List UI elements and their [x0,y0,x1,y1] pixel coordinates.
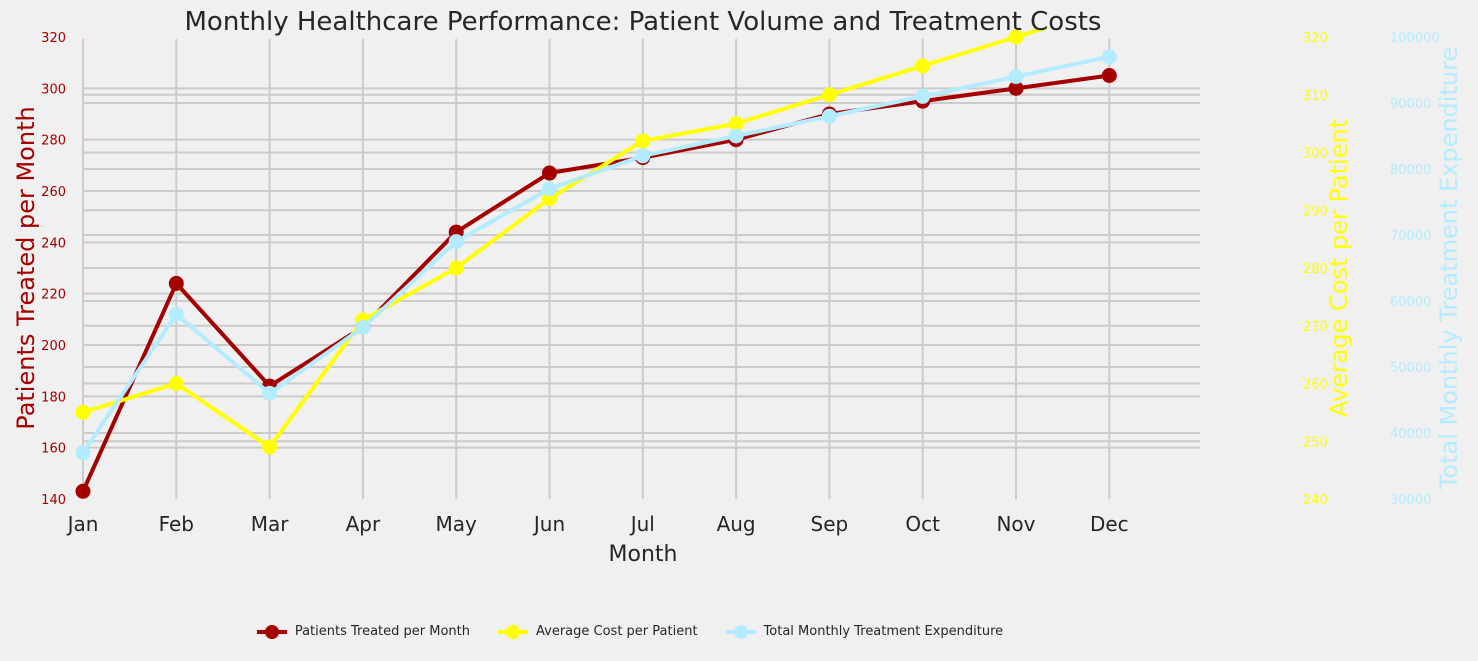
x-tick-label: Jul [629,512,655,536]
y-tick-label: 60000 [1390,295,1431,310]
y-tick-label: 260 [1303,378,1328,393]
legend: Patients Treated per Month Average Cost p… [0,624,1260,639]
y-axis-label: Average Cost per Patient [1325,119,1353,417]
x-tick-label: May [436,512,478,536]
x-axis-label: Month [609,542,678,567]
y-tick-label: 310 [1303,89,1328,104]
series-line [82,29,1049,450]
x-tick-label: Aug [717,512,756,536]
legend-label: Patients Treated per Month [294,624,470,639]
data-point [75,445,91,461]
data-point [728,128,744,144]
legend-label: Average Cost per Patient [536,624,698,639]
y-tick-label: 100000 [1390,31,1440,46]
legend-marker [733,624,748,639]
chart-title: Monthly Healthcare Performance: Patient … [185,7,1102,37]
y-tick-label: 300 [41,82,66,97]
y-tick-label: 250 [1303,435,1328,450]
series-0 [75,68,1117,499]
y-tick-label: 300 [1303,147,1328,162]
data-point [1008,69,1024,85]
x-tick-label: Nov [996,512,1035,536]
grid [82,39,1200,499]
data-point [1101,49,1117,65]
data-point [168,306,184,322]
x-tick-label: Oct [905,512,940,536]
y-tick-label: 240 [1303,493,1328,508]
legend-swatch [725,624,756,639]
data-point [1101,68,1117,83]
y-tick-label: 50000 [1390,361,1431,376]
x-tick-label: Dec [1090,512,1129,536]
y-axis-label: Patients Treated per Month [12,106,40,429]
y-tick-label: 320 [41,31,66,46]
axes: Jan Feb Mar Apr May Jun Jul Aug Sep Oct Nov Dec 140 1… [12,31,1463,536]
series-2 [75,49,1117,461]
data-point [1102,1,1117,16]
legend-swatch [498,624,528,639]
data-point [915,88,931,104]
legend-label: Total Monthly Treatment Expenditure [763,624,1004,639]
data-point [1008,80,1024,96]
x-tick-label: Jan [66,512,99,536]
data-point [542,165,557,181]
series-layer [75,1,1117,499]
legend-item: Average Cost per Patient [498,624,698,639]
y-tick-label: 280 [1303,262,1328,277]
data-point [262,439,278,455]
data-point [915,58,931,74]
legend-marker [264,624,279,639]
y-tick-label: 30000 [1390,493,1431,508]
data-point [1008,29,1024,45]
data-point [635,133,651,149]
y-tick-label: 40000 [1390,427,1431,442]
series-1 [75,1,1117,455]
x-tick-label: Jun [532,512,565,536]
y-tick-label: 200 [41,339,66,354]
data-point [75,404,91,420]
series-line [81,73,1110,493]
data-point [821,87,837,103]
y-tick-label: 280 [41,134,66,149]
x-tick-label: Sep [811,512,849,536]
y-tick-label: 270 [1303,320,1328,335]
y-tick-label: 160 [41,442,66,457]
x-tick-label: Mar [251,512,290,536]
legend-swatch [256,624,287,639]
data-point [75,483,91,499]
y-tick-label: 320 [1303,31,1328,46]
x-tick-label: Apr [346,512,381,536]
data-point [542,181,557,197]
y-tick-label: 260 [41,185,66,200]
y-tick-label: 180 [41,390,66,405]
series-line [81,54,1110,454]
data-point [262,385,278,401]
y-tick-label: 90000 [1390,97,1431,112]
data-point [728,116,744,132]
data-point [168,275,184,291]
data-point [168,376,184,391]
data-point [448,234,464,250]
data-point [355,319,371,335]
y-tick-label: 220 [41,288,66,303]
legend-item: Patients Treated per Month [256,624,470,639]
y-tick-label: 80000 [1390,163,1431,178]
legend-item: Total Monthly Treatment Expenditure [725,624,1004,639]
data-point [448,260,464,276]
y-tick-label: 290 [1303,204,1328,219]
data-point [821,108,837,124]
data-point [635,148,651,164]
y-axis-label: Total Monthly Treatment Expenditure [1435,47,1463,490]
x-tick-label: Feb [159,512,194,536]
y-tick-label: 240 [41,236,66,251]
y-tick-label: 70000 [1390,229,1431,244]
legend-marker [506,624,520,639]
y-tick-label: 140 [41,493,66,508]
